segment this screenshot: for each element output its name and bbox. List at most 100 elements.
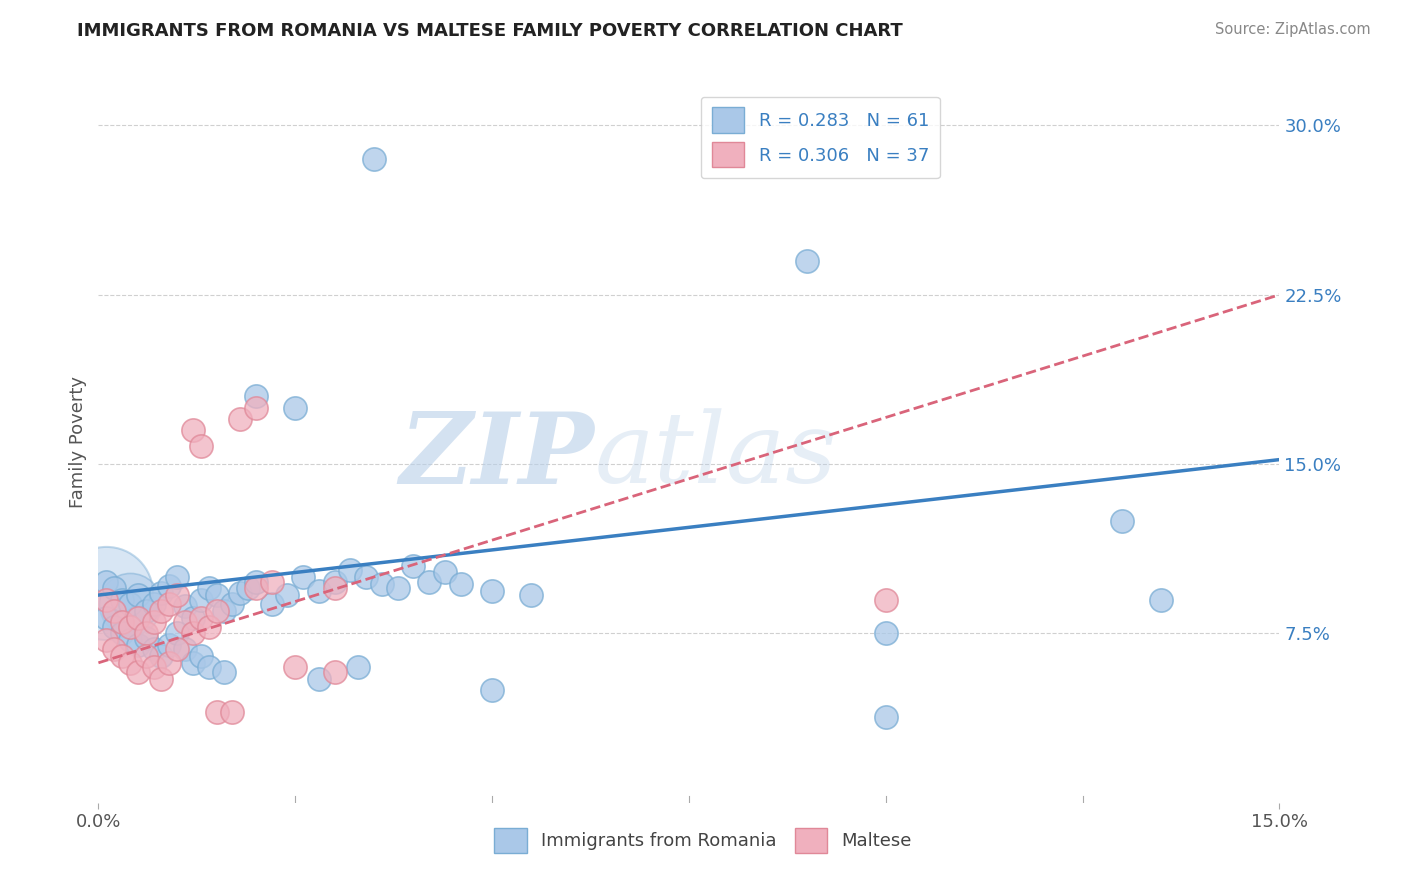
Point: [284, 401, 307, 415]
Point: [284, 660, 307, 674]
Point: [190, 610, 212, 624]
Point: [103, 604, 125, 618]
Point: [135, 626, 157, 640]
Point: [118, 597, 141, 611]
Point: [363, 153, 385, 167]
Point: [127, 588, 149, 602]
Point: [1111, 514, 1133, 528]
Point: [481, 583, 503, 598]
Point: [111, 626, 134, 640]
Point: [190, 592, 212, 607]
Point: [229, 586, 252, 600]
Point: [174, 642, 197, 657]
Point: [875, 592, 897, 607]
Point: [103, 582, 125, 596]
Text: ZIP: ZIP: [399, 408, 595, 504]
Point: [190, 648, 212, 663]
Point: [181, 610, 204, 624]
Point: [118, 620, 141, 634]
Point: [127, 665, 149, 679]
Point: [205, 588, 228, 602]
Point: [111, 615, 134, 630]
Point: [323, 574, 346, 589]
Point: [347, 660, 370, 674]
Point: [142, 642, 165, 657]
Point: [245, 582, 267, 596]
Point: [339, 563, 361, 577]
Point: [157, 597, 180, 611]
Point: [103, 620, 125, 634]
Point: [127, 610, 149, 624]
Point: [96, 592, 118, 607]
Point: [371, 576, 394, 591]
Point: [190, 439, 212, 453]
Point: [387, 582, 409, 596]
Point: [276, 588, 298, 602]
Point: [127, 638, 149, 652]
Point: [418, 574, 440, 589]
Point: [875, 626, 897, 640]
Point: [96, 633, 118, 648]
Point: [181, 423, 204, 437]
Point: [450, 576, 472, 591]
Point: [229, 412, 252, 426]
Point: [174, 615, 197, 630]
Point: [260, 597, 283, 611]
Point: [354, 570, 377, 584]
Point: [135, 648, 157, 663]
Point: [181, 656, 204, 670]
Point: [118, 656, 141, 670]
Point: [292, 570, 315, 584]
Point: [118, 633, 141, 648]
Point: [142, 615, 165, 630]
Point: [214, 604, 236, 618]
Point: [796, 253, 818, 268]
Text: Source: ZipAtlas.com: Source: ZipAtlas.com: [1215, 22, 1371, 37]
Point: [135, 604, 157, 618]
Point: [166, 626, 188, 640]
Point: [205, 706, 228, 720]
Point: [1150, 592, 1173, 607]
Point: [245, 389, 267, 403]
Point: [245, 401, 267, 415]
Point: [166, 570, 188, 584]
Point: [157, 638, 180, 652]
Point: [323, 582, 346, 596]
Point: [166, 588, 188, 602]
Point: [103, 642, 125, 657]
Point: [96, 586, 118, 600]
Point: [520, 588, 543, 602]
Point: [111, 592, 134, 607]
Point: [323, 665, 346, 679]
Point: [245, 574, 267, 589]
Point: [135, 631, 157, 645]
Point: [221, 597, 243, 611]
Text: IMMIGRANTS FROM ROMANIA VS MALTESE FAMILY POVERTY CORRELATION CHART: IMMIGRANTS FROM ROMANIA VS MALTESE FAMIL…: [77, 22, 903, 40]
Point: [433, 566, 456, 580]
Legend: R = 0.283   N = 61, R = 0.306   N = 37: R = 0.283 N = 61, R = 0.306 N = 37: [700, 96, 939, 178]
Legend: Immigrants from Romania, Maltese: Immigrants from Romania, Maltese: [486, 821, 920, 861]
Point: [150, 586, 173, 600]
Point: [111, 648, 134, 663]
Point: [260, 574, 283, 589]
Point: [197, 582, 219, 596]
Point: [214, 665, 236, 679]
Point: [150, 672, 173, 686]
Point: [157, 656, 180, 670]
Point: [308, 672, 330, 686]
Point: [157, 579, 180, 593]
Point: [96, 610, 118, 624]
Point: [150, 604, 173, 618]
Point: [236, 582, 259, 596]
Point: [875, 710, 897, 724]
Point: [481, 682, 503, 697]
Point: [96, 574, 118, 589]
Point: [150, 648, 173, 663]
Point: [197, 620, 219, 634]
Y-axis label: Family Poverty: Family Poverty: [69, 376, 87, 508]
Point: [308, 583, 330, 598]
Point: [197, 660, 219, 674]
Point: [118, 597, 141, 611]
Point: [402, 558, 425, 573]
Point: [142, 660, 165, 674]
